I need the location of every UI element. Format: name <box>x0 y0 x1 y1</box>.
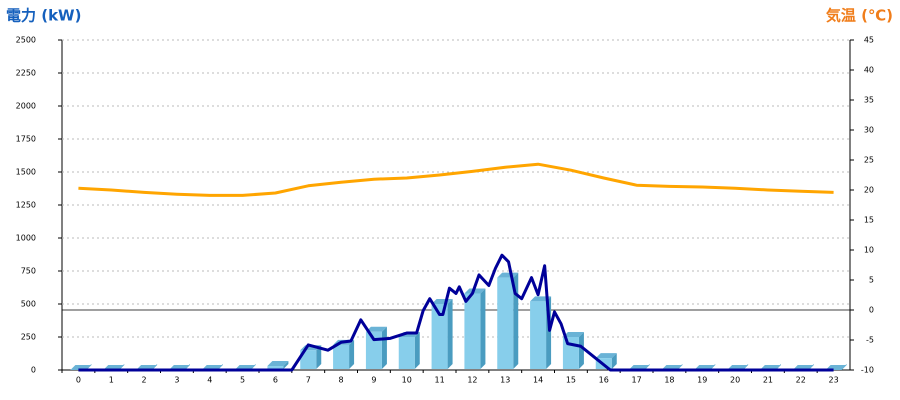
bar <box>431 299 453 369</box>
x-tick-label: 23 <box>828 376 838 385</box>
line-series <box>78 253 834 372</box>
y2-tick-label: 35 <box>864 96 874 105</box>
bar <box>464 288 486 369</box>
y-tick-label: 2000 <box>16 102 36 111</box>
bar-face <box>611 353 617 369</box>
x-tick-label: 19 <box>697 376 707 385</box>
y2-tick-label: 15 <box>864 216 874 225</box>
x-tick-label: 20 <box>730 376 740 385</box>
line-series <box>78 162 834 197</box>
y-tick-label: 2250 <box>16 69 36 78</box>
x-tick-label: 7 <box>306 376 311 385</box>
y2-tick-label: 5 <box>869 276 874 285</box>
x-tick-label: 6 <box>273 376 278 385</box>
y-tick-label: 1750 <box>16 135 36 144</box>
x-tick-label: 8 <box>339 376 344 385</box>
bar-face <box>398 337 415 369</box>
bar <box>267 361 289 369</box>
x-tick-label: 16 <box>599 376 609 385</box>
x-tick-label: 14 <box>533 376 543 385</box>
x-tick-label: 12 <box>467 376 477 385</box>
bar-face <box>464 293 481 369</box>
x-tick-label: 13 <box>500 376 510 385</box>
bar-face <box>414 332 420 369</box>
y-tick-label: 2500 <box>16 36 36 45</box>
bar-face <box>381 326 387 369</box>
bar-face <box>349 339 355 369</box>
bar-face <box>267 361 289 367</box>
y2-tick-label: 30 <box>864 126 874 135</box>
y-tick-label: 1250 <box>16 201 36 210</box>
bar-face <box>267 366 284 369</box>
bar-face <box>365 326 387 332</box>
x-tick-label: 10 <box>402 376 412 385</box>
y2-tick-label: -5 <box>866 336 874 345</box>
x-tick-label: 9 <box>371 376 376 385</box>
bar-face <box>562 337 579 369</box>
bar-face <box>464 288 486 294</box>
y2-tick-label: 20 <box>864 186 874 195</box>
x-tick-label: 2 <box>142 376 147 385</box>
y-tick-label: 1500 <box>16 168 36 177</box>
y2-tick-label: 10 <box>864 246 874 255</box>
bar-face <box>595 353 617 359</box>
bar-face <box>480 288 486 369</box>
y-tick-label: 250 <box>21 333 36 342</box>
bar-face <box>333 344 350 369</box>
y2-tick-label: 25 <box>864 156 874 165</box>
x-tick-label: 15 <box>566 376 576 385</box>
y2-tick-label: 45 <box>864 36 874 45</box>
bar-face <box>530 301 547 369</box>
x-tick-label: 21 <box>763 376 773 385</box>
y-tick-label: 750 <box>21 267 36 276</box>
bar-face <box>447 299 453 369</box>
x-tick-label: 11 <box>434 376 444 385</box>
x-tick-label: 18 <box>664 376 674 385</box>
bar-face <box>562 332 584 337</box>
bar-face <box>431 304 448 369</box>
y-axis-title: 電力 (kW) <box>6 7 81 25</box>
x-tick-label: 22 <box>796 376 806 385</box>
y2-tick-label: 40 <box>864 66 874 75</box>
y-tick-label: 500 <box>21 300 36 309</box>
x-tick-label: 3 <box>174 376 179 385</box>
y2-tick-label: 0 <box>869 306 874 315</box>
bar <box>398 332 420 369</box>
y-tick-label: 0 <box>31 366 36 375</box>
x-tick-label: 17 <box>631 376 641 385</box>
bar-face <box>578 332 584 369</box>
bar-face <box>497 277 514 369</box>
x-tick-label: 0 <box>76 376 81 385</box>
bar-face <box>300 350 317 369</box>
bar-face <box>316 345 322 369</box>
x-tick-label: 4 <box>207 376 212 385</box>
x-tick-label: 1 <box>109 376 114 385</box>
y-tick-label: 1000 <box>16 234 36 243</box>
bar-face <box>283 361 289 369</box>
y2-tick-label: -10 <box>861 366 874 375</box>
x-tick-label: 5 <box>240 376 245 385</box>
y2-axis-title: 気温 (℃) <box>826 7 893 25</box>
bar-face <box>365 331 382 369</box>
